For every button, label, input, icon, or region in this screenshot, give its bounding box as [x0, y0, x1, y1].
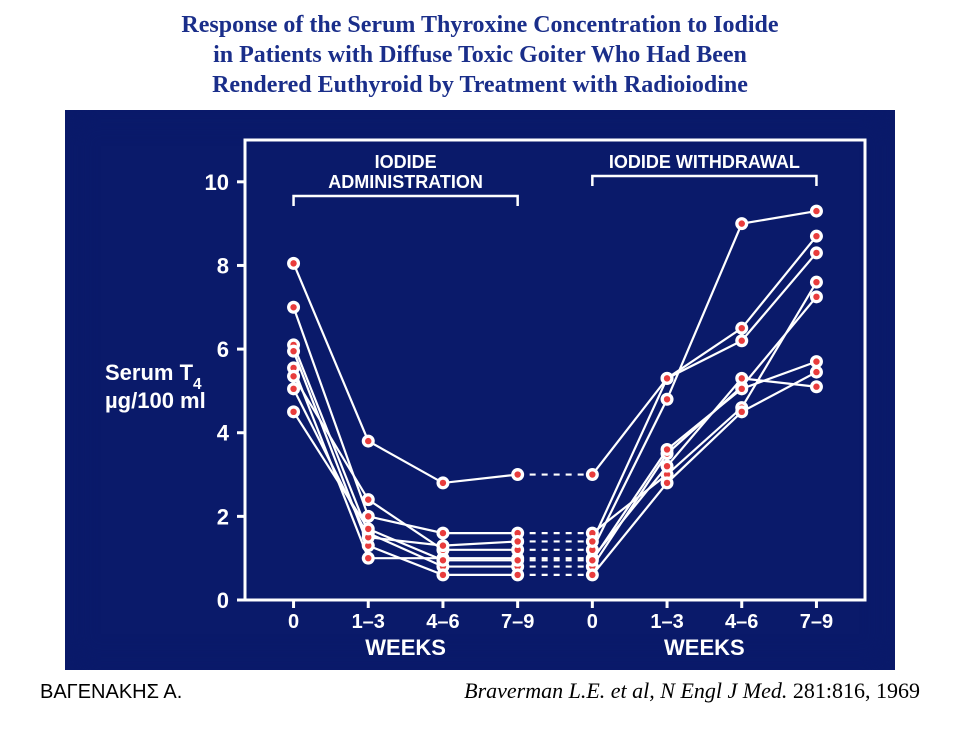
svg-text:2: 2 — [217, 504, 229, 529]
title-line-1: Response of the Serum Thyroxine Concentr… — [181, 12, 778, 38]
svg-text:8: 8 — [217, 253, 229, 278]
svg-text:0: 0 — [288, 611, 299, 633]
footer: ΒΑΓΕΝΑΚΗΣ Α. Braverman L.E. et al, N Eng… — [0, 670, 960, 704]
svg-text:4–6: 4–6 — [725, 611, 758, 633]
citation-author: Braverman L.E. et al, — [464, 678, 660, 703]
svg-text:6: 6 — [217, 337, 229, 362]
svg-text:µg/100 ml: µg/100 ml — [105, 388, 206, 413]
svg-text:IODIDE WITHDRAWAL: IODIDE WITHDRAWAL — [609, 152, 800, 172]
svg-text:1–3: 1–3 — [650, 611, 683, 633]
citation-journal: N Engl J Med. — [660, 678, 793, 703]
citation-page: 281:816, 1969 — [793, 678, 920, 703]
svg-text:IODIDE: IODIDE — [375, 152, 437, 172]
svg-text:7–9: 7–9 — [501, 611, 534, 633]
title-line-2: in Patients with Diffuse Toxic Goiter Wh… — [213, 42, 747, 68]
svg-text:4: 4 — [217, 421, 230, 446]
title-line-3: Rendered Euthyroid by Treatment with Rad… — [212, 72, 748, 98]
svg-text:WEEKS: WEEKS — [365, 635, 446, 660]
svg-text:10: 10 — [205, 170, 229, 195]
svg-text:4–6: 4–6 — [426, 611, 459, 633]
footer-citation: Braverman L.E. et al, N Engl J Med. 281:… — [464, 678, 920, 704]
chart-panel: 0246810Serum T4µg/100 ml01–34–67–901–34–… — [65, 110, 895, 670]
chart-svg: 0246810Serum T4µg/100 ml01–34–67–901–34–… — [65, 110, 895, 670]
svg-text:ADMINISTRATION: ADMINISTRATION — [328, 172, 483, 192]
svg-text:0: 0 — [217, 588, 229, 613]
svg-text:7–9: 7–9 — [800, 611, 833, 633]
svg-text:0: 0 — [587, 611, 598, 633]
footer-left: ΒΑΓΕΝΑΚΗΣ Α. — [40, 681, 182, 704]
svg-text:1–3: 1–3 — [352, 611, 385, 633]
svg-text:WEEKS: WEEKS — [664, 635, 745, 660]
page-title: Response of the Serum Thyroxine Concentr… — [0, 0, 960, 106]
